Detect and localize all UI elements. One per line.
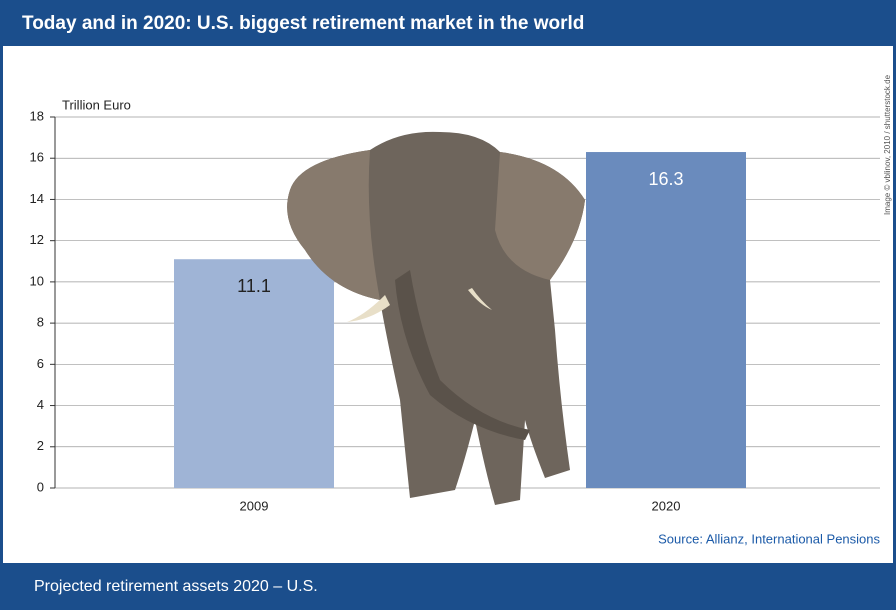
y-tick-label: 0 bbox=[37, 479, 44, 494]
elephant-illustration bbox=[287, 131, 585, 505]
y-tick-label: 18 bbox=[30, 108, 44, 123]
y-tick-label: 10 bbox=[30, 273, 44, 288]
y-tick-label: 8 bbox=[37, 315, 44, 330]
bar bbox=[586, 152, 746, 489]
y-tick-label: 2 bbox=[37, 438, 44, 453]
y-tick-label: 12 bbox=[30, 232, 44, 247]
bar bbox=[174, 259, 334, 488]
source: Source: Allianz, International Pensions bbox=[658, 531, 880, 546]
x-tick-label: 2009 bbox=[240, 498, 269, 513]
y-tick-label: 4 bbox=[37, 397, 44, 412]
y-axis-label: Trillion Euro bbox=[62, 97, 131, 112]
chart-title: Today and in 2020: U.S. biggest retireme… bbox=[22, 13, 584, 34]
y-tick-label: 16 bbox=[30, 150, 44, 165]
y-tick-label: 6 bbox=[37, 356, 44, 371]
x-tick-label: 2020 bbox=[652, 498, 681, 513]
value-label: 16.3 bbox=[648, 169, 683, 189]
value-label: 11.1 bbox=[237, 276, 271, 296]
footer-text: Projected retirement assets 2020 – U.S. bbox=[34, 578, 318, 595]
y-tick-label: 14 bbox=[30, 191, 44, 206]
image-credit: Image © vblinov, 2010 / shutterstock.de bbox=[883, 74, 892, 215]
